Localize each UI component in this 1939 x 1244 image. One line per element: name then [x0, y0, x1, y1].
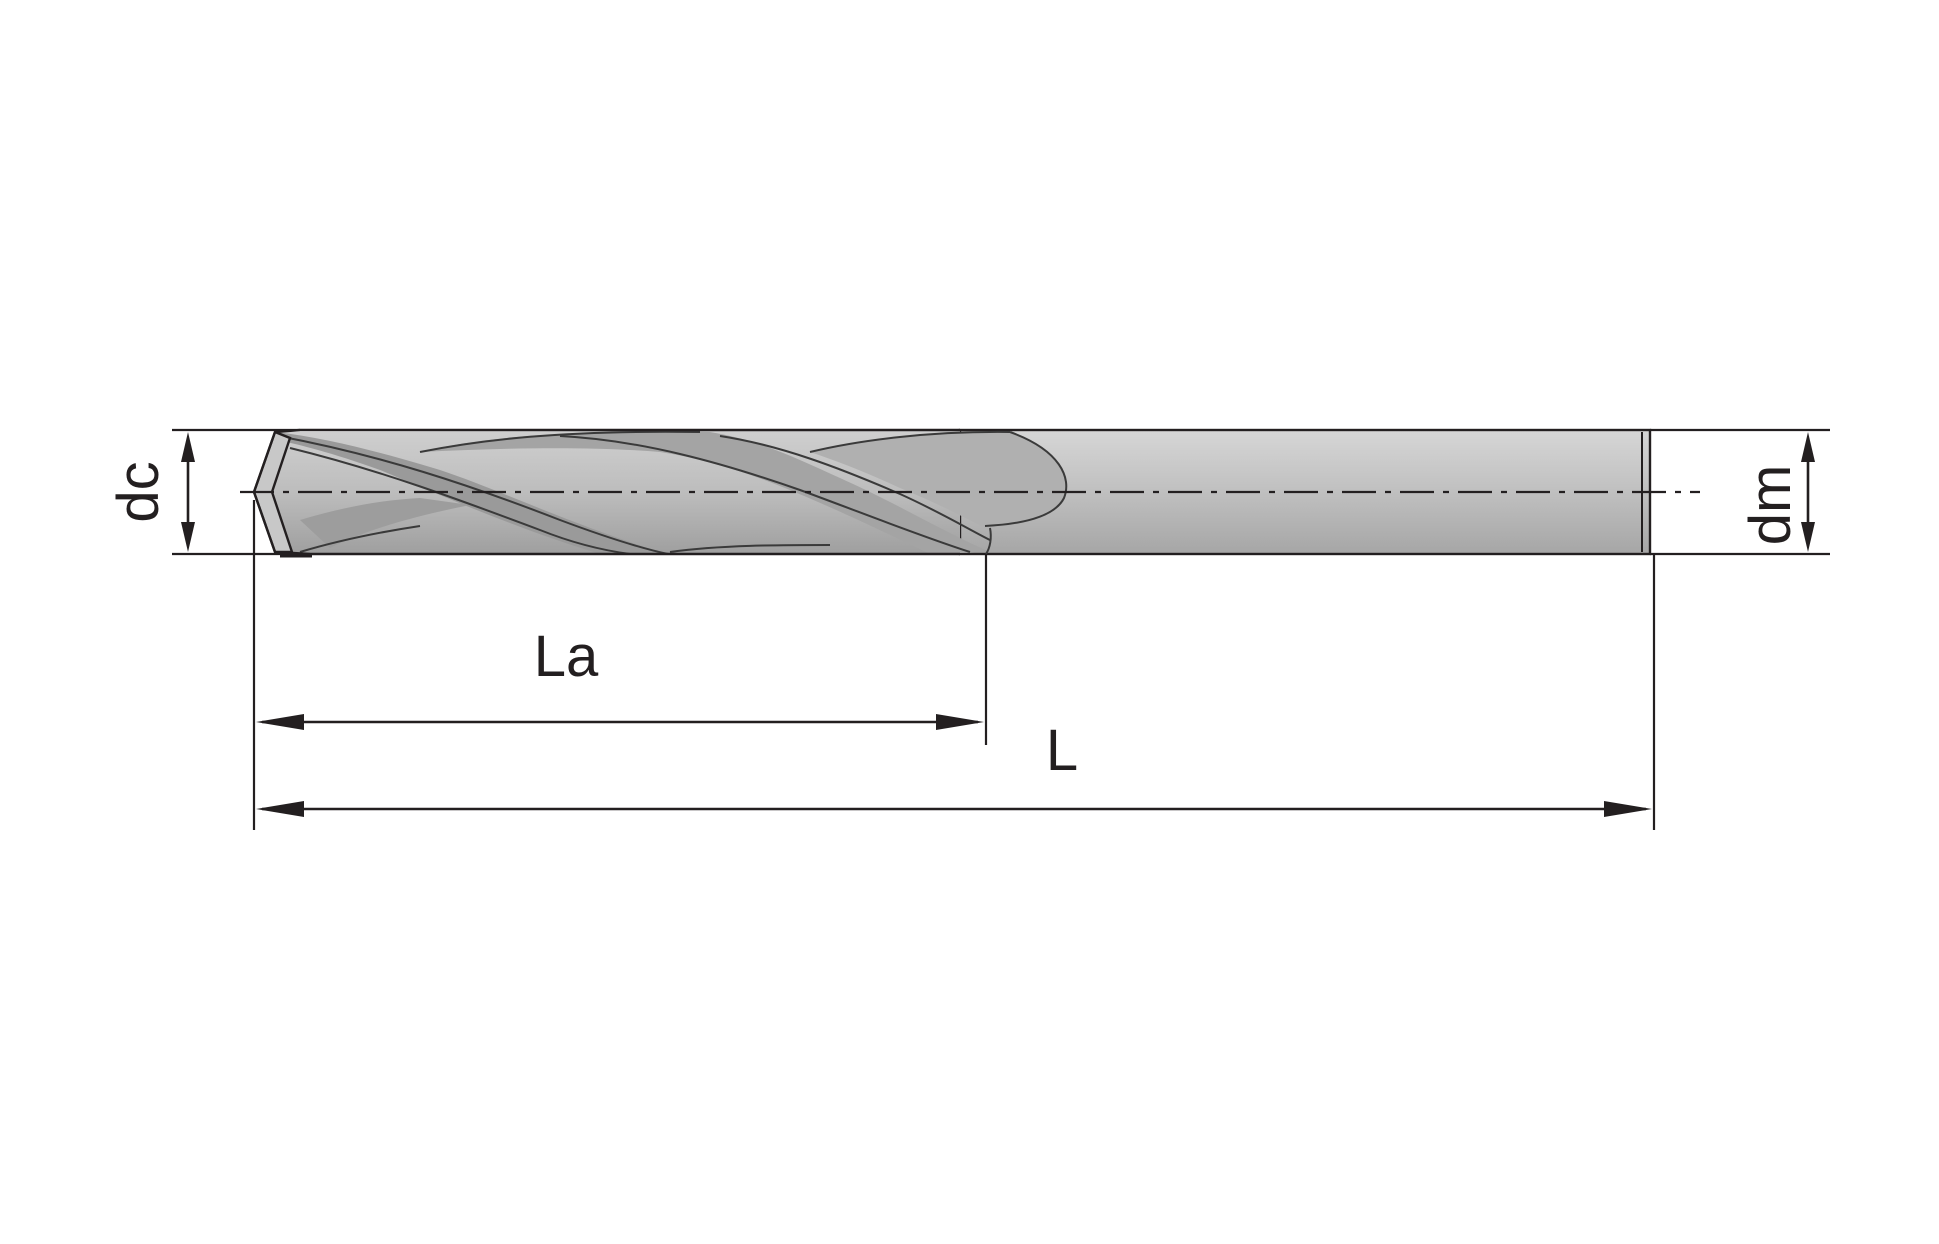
flute-groove-3 — [300, 498, 470, 548]
flute-groove-2 — [420, 431, 990, 554]
dimension-dc: dc — [106, 432, 195, 552]
l-arrow-right — [1604, 801, 1652, 817]
flute-edge-line-6 — [809, 430, 1011, 453]
dm-label: dm — [1738, 465, 1803, 546]
flute-end-line — [985, 527, 992, 555]
la-arrow-right — [936, 714, 984, 730]
drill-point-edge-lower — [252, 491, 277, 553]
la-label: La — [534, 624, 599, 689]
dc-label: dc — [106, 461, 171, 522]
l-label: L — [1046, 718, 1078, 783]
flute-lip-line-2 — [669, 544, 831, 553]
extension-lines — [172, 428, 1830, 830]
dc-arrow-top — [181, 432, 195, 462]
flute-edge-line-4 — [559, 435, 971, 553]
dimension-la: La — [256, 624, 984, 730]
flute-runout-line — [984, 431, 1068, 527]
drill-point-edge — [252, 431, 277, 493]
flute-edge-line-2 — [289, 447, 631, 555]
flute-groove-4 — [810, 432, 1066, 528]
flute-groove-1 — [275, 432, 660, 554]
dimension-dm: dm — [1738, 432, 1815, 552]
l-arrow-left — [256, 801, 304, 817]
flute-lip-line — [299, 525, 421, 553]
dm-arrow-top — [1801, 432, 1815, 462]
dc-arrow-bottom — [181, 522, 195, 552]
flute-edge-line-3 — [419, 430, 701, 453]
la-arrow-left — [256, 714, 304, 730]
dm-arrow-bottom — [1801, 522, 1815, 552]
dimension-l: L — [256, 718, 1652, 817]
flute-edge-line-1 — [277, 435, 669, 555]
